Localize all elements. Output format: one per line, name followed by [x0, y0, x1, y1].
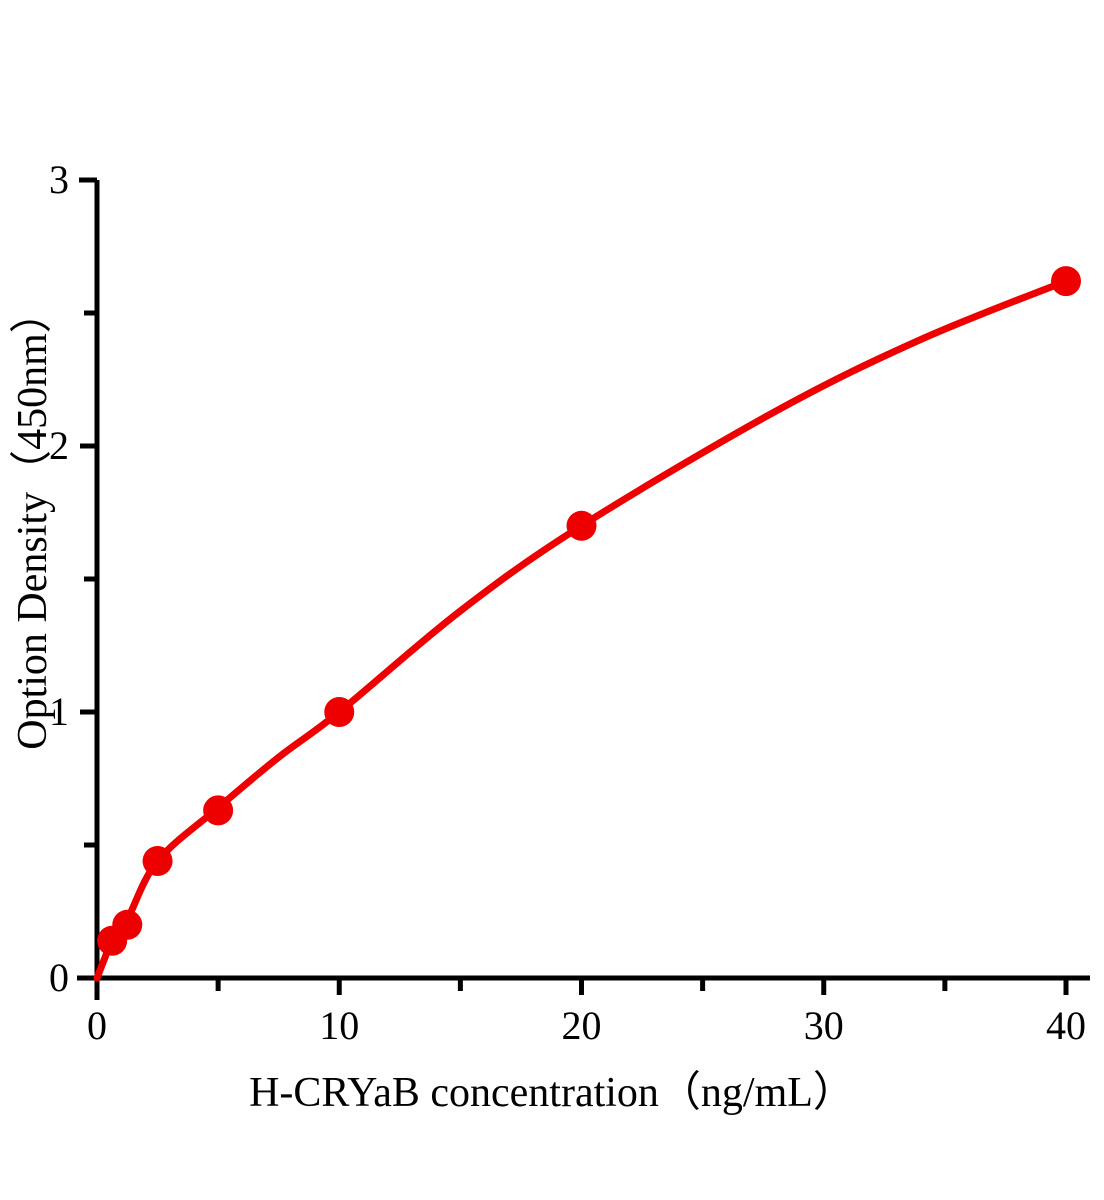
standard-curve-line	[93, 277, 1070, 982]
data-point-marker	[324, 697, 355, 727]
x-tick-label: 30	[803, 1003, 844, 1048]
data-point-markers	[97, 266, 1081, 956]
data-point-marker	[142, 845, 173, 876]
y-tick-label: 2	[49, 423, 69, 468]
data-point-marker	[566, 510, 597, 541]
tick-marks-group	[80, 310, 1069, 1000]
x-axis-title: H-CRYaB concentration（ng/mL）	[249, 1070, 855, 1116]
y-tick-label: 1	[49, 689, 69, 734]
data-point-marker	[203, 795, 234, 826]
x-tick-label: 20	[561, 1003, 602, 1048]
y-tick-label: 3	[49, 157, 69, 202]
axis-group	[77, 177, 1090, 1000]
data-point-marker	[112, 909, 143, 940]
y-tick-label: 0	[49, 955, 69, 1000]
x-tick-label: 40	[1046, 1003, 1086, 1048]
x-tick-label: 10	[319, 1003, 360, 1048]
data-point-marker	[1051, 266, 1081, 297]
x-tick-label: 0	[87, 1003, 107, 1048]
